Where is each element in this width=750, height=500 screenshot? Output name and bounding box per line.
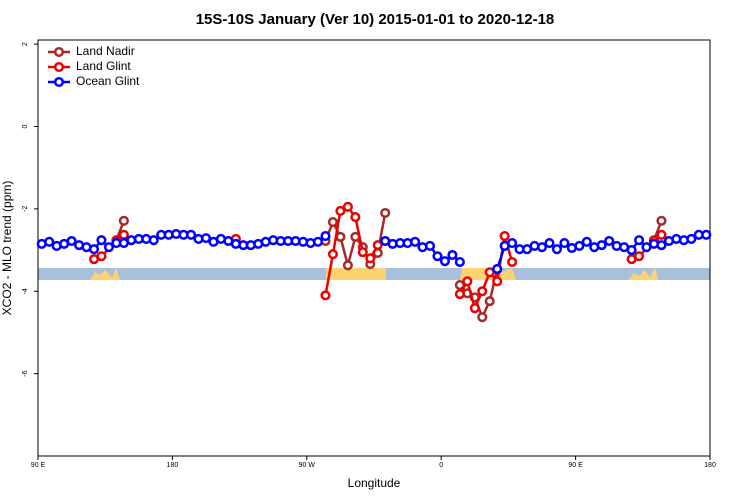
point xyxy=(454,256,465,268)
point xyxy=(44,236,55,247)
point xyxy=(604,235,615,247)
point xyxy=(551,244,562,255)
point xyxy=(507,256,518,268)
y-tick-label: -6 xyxy=(22,370,29,376)
point xyxy=(536,242,548,253)
series xyxy=(36,228,712,275)
point xyxy=(320,231,331,242)
point xyxy=(454,289,465,300)
land-patch xyxy=(90,268,120,280)
legend-marker xyxy=(53,46,65,58)
y-tick-label: -4 xyxy=(22,288,29,294)
x-tick-label: 180 xyxy=(167,462,179,469)
point xyxy=(686,233,697,244)
legend-label: Land Nadir xyxy=(76,44,135,58)
point xyxy=(327,217,338,228)
point xyxy=(424,240,436,251)
y-axis-label: XCO2 - MLO trend (ppm) xyxy=(0,181,14,316)
point xyxy=(499,231,510,242)
point xyxy=(634,251,645,262)
point xyxy=(581,236,592,247)
point xyxy=(462,276,473,287)
x-tick-label: 90 E xyxy=(568,462,583,469)
point xyxy=(200,233,212,244)
point xyxy=(492,276,503,287)
point xyxy=(596,240,607,251)
surface-mask xyxy=(38,267,710,280)
point xyxy=(469,303,480,314)
point xyxy=(312,236,324,247)
point xyxy=(327,249,338,260)
point xyxy=(380,207,391,219)
point xyxy=(507,238,518,249)
point xyxy=(626,245,637,256)
x-axis-label: Longitude xyxy=(348,476,401,490)
y-tick-label: 0 xyxy=(22,124,29,128)
point xyxy=(342,201,353,212)
x-tick-label: 0 xyxy=(439,462,443,469)
point xyxy=(574,240,585,251)
chart-title: 15S-10S January (Ver 10) 2015-01-01 to 2… xyxy=(196,11,555,28)
point xyxy=(357,247,368,258)
point xyxy=(634,235,645,246)
point xyxy=(96,251,107,262)
point xyxy=(350,212,361,223)
point xyxy=(342,260,353,271)
y-tick-label: -2 xyxy=(22,206,29,212)
point xyxy=(447,249,458,261)
legend-label: Land Glint xyxy=(76,59,131,73)
point xyxy=(492,263,503,275)
point xyxy=(335,205,346,216)
point xyxy=(335,231,346,242)
point xyxy=(454,280,465,291)
point xyxy=(372,240,383,251)
point xyxy=(656,229,667,240)
land-patch xyxy=(628,267,658,280)
point xyxy=(66,235,77,247)
point xyxy=(484,296,495,307)
land-patch xyxy=(326,268,386,280)
point xyxy=(656,240,667,251)
point xyxy=(103,242,114,253)
point xyxy=(118,215,129,226)
point xyxy=(477,312,488,323)
point xyxy=(544,238,555,249)
point xyxy=(320,290,331,301)
point xyxy=(96,235,107,246)
point xyxy=(439,256,450,267)
point xyxy=(118,229,129,240)
point xyxy=(148,235,159,246)
x-tick-label: 90 E xyxy=(31,462,46,469)
plot-frame xyxy=(37,39,711,457)
legend-marker xyxy=(53,76,65,88)
point xyxy=(88,244,100,255)
point xyxy=(432,251,443,262)
point xyxy=(656,215,667,226)
x-tick-label: 90 W xyxy=(299,462,316,469)
point xyxy=(365,253,376,264)
legend-marker xyxy=(53,61,65,73)
y-tick-label: 2 xyxy=(22,42,29,46)
point xyxy=(701,229,712,240)
legend-label: Ocean Glint xyxy=(76,74,140,88)
x-tick-label: 180 xyxy=(704,462,716,469)
point xyxy=(559,238,570,249)
point xyxy=(186,229,197,240)
point xyxy=(410,236,421,247)
point xyxy=(477,286,488,297)
